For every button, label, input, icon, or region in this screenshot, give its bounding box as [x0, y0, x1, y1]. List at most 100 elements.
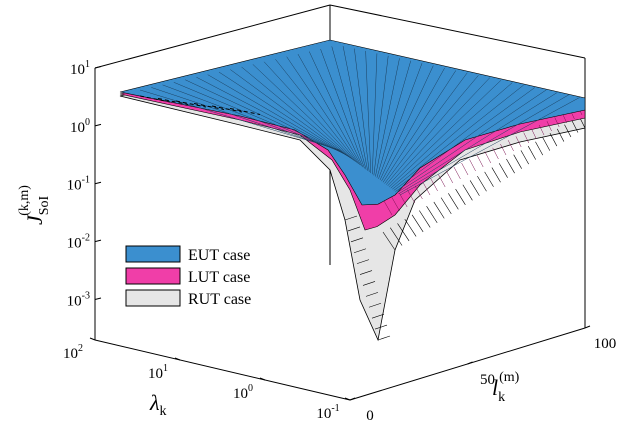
surface-edge-artifact: [157, 98, 189, 105]
rut-mesh-line: [433, 201, 445, 219]
rut-mesh-line: [374, 324, 388, 330]
rut-mesh-line: [359, 270, 373, 275]
lut-mesh-line: [538, 124, 545, 136]
z-tick-label-base: 10: [67, 236, 82, 252]
rut-mesh-line: [390, 227, 403, 246]
z-tick-label-exp: -3: [82, 290, 90, 301]
rut-mesh-line: [477, 175, 487, 192]
eut-mesh-line: [185, 79, 347, 155]
x-tick-label-base: 10: [316, 406, 331, 422]
eut-mesh-line: [399, 97, 581, 196]
rut-mesh-line: [440, 197, 452, 215]
eut-mesh-line: [384, 72, 468, 184]
box-edge: [94, 4, 331, 69]
surface-edge-artifact: [139, 95, 171, 103]
y-axis-label-sub: k: [498, 390, 505, 405]
rut-mesh-line: [404, 218, 417, 237]
eut-mesh-line: [241, 66, 355, 161]
x-tick-mark: [259, 377, 266, 381]
eut-mesh-line: [263, 61, 358, 163]
legend: EUT case LUT case RUT case: [119, 239, 283, 313]
eut-mesh-line: [372, 53, 378, 175]
x-tick-label: 100: [233, 383, 253, 402]
eut-mesh-line: [309, 51, 364, 168]
eut-mesh-line: [396, 92, 558, 193]
eut-mesh-line: [385, 75, 479, 185]
eut-mesh-line: [382, 70, 457, 183]
x-tick-label-exp: 2: [78, 343, 83, 354]
z-tick-marks: [94, 66, 102, 300]
lut-mesh-line: [461, 162, 469, 176]
eut-mesh-line: [392, 84, 524, 190]
rut-mesh-line: [382, 231, 396, 251]
eut-mesh-line: [320, 48, 365, 169]
eut-mesh-line: [196, 76, 348, 156]
lut-mesh-line: [515, 136, 522, 148]
z-tick-label: 10-1: [67, 175, 90, 194]
eut-mesh-line: [252, 64, 356, 162]
y-tick-label: 0: [366, 408, 374, 424]
lut-mesh-line: [383, 200, 393, 216]
z-tick-label: 10-3: [67, 290, 90, 309]
eut-surface: [119, 39, 586, 206]
lut-mesh-line: [492, 147, 499, 160]
legend-label: RUT case: [188, 291, 251, 308]
eut-mesh-line: [393, 87, 536, 191]
y-tick-label: 50: [480, 372, 495, 388]
rut-mesh-line: [419, 210, 431, 228]
lut-mesh-line: [407, 189, 416, 204]
lut-mesh-line: [554, 117, 560, 128]
eut-mesh-line: [297, 53, 362, 167]
rut-mesh-line: [571, 120, 579, 133]
z-tick-label: 101: [70, 59, 90, 78]
surface-edge-artifact: [193, 103, 225, 110]
eut-mesh-line: [162, 84, 344, 153]
eut-mesh-line: [378, 63, 423, 179]
lut-mesh-line: [422, 181, 431, 196]
z-tick-mark: [94, 66, 102, 69]
legend-label: LUT case: [188, 269, 250, 286]
x-tick-mark: [89, 337, 96, 341]
lut-mesh-line: [531, 128, 537, 140]
eut-mesh-line: [286, 56, 361, 166]
rut-mesh-line: [535, 141, 544, 156]
eut-mesh-line: [218, 71, 351, 159]
eut-mesh-line: [390, 82, 513, 189]
z-axis-label-sub: SoI: [37, 195, 52, 215]
z-tick-mark: [94, 181, 102, 185]
rut-mesh-line: [469, 180, 480, 196]
x-axis-label: λk: [149, 390, 167, 419]
rut-mesh-line: [397, 223, 410, 242]
lut-mesh-line: [399, 193, 408, 208]
lut-mesh-line: [438, 174, 446, 188]
z-tick-mark: [94, 239, 102, 243]
z-tick-label-base: 10: [70, 62, 85, 78]
eut-mesh-line: [354, 48, 370, 172]
y-tick-labels: 0 50 100: [349, 325, 616, 424]
eut-mesh-line: [389, 80, 502, 188]
box-edge: [94, 339, 351, 401]
rut-mesh-line: [506, 158, 515, 174]
rut-mesh-line: [377, 335, 391, 341]
x-tick-label-exp: 0: [248, 383, 253, 394]
z-tick-label-base: 10: [70, 120, 85, 136]
y-axis-label-sup: (m): [499, 370, 520, 385]
lut-mesh-line: [476, 155, 484, 168]
rut-mesh-line: [350, 237, 364, 243]
surface-layer: [119, 39, 586, 342]
x-tick-mark: [174, 357, 181, 361]
lut-mesh-line: [507, 140, 514, 152]
x-axis-label-sub: k: [160, 404, 167, 419]
lut-mesh-line: [453, 166, 461, 180]
eut-mesh-line: [207, 74, 350, 158]
y-tick-mark: [467, 361, 473, 365]
rut-mesh-line: [564, 124, 572, 138]
z-axis-label-sup: (k,m): [17, 185, 32, 216]
surface-edge-artifact: [211, 105, 243, 113]
eut-mesh-line: [230, 69, 353, 160]
x-tick-label: 102: [63, 343, 83, 362]
rut-mesh-line: [527, 145, 537, 160]
y-axis-label-main: l: [492, 375, 498, 400]
z-tick-label-base: 10: [67, 293, 82, 309]
x-tick-label-exp: -1: [331, 403, 339, 414]
